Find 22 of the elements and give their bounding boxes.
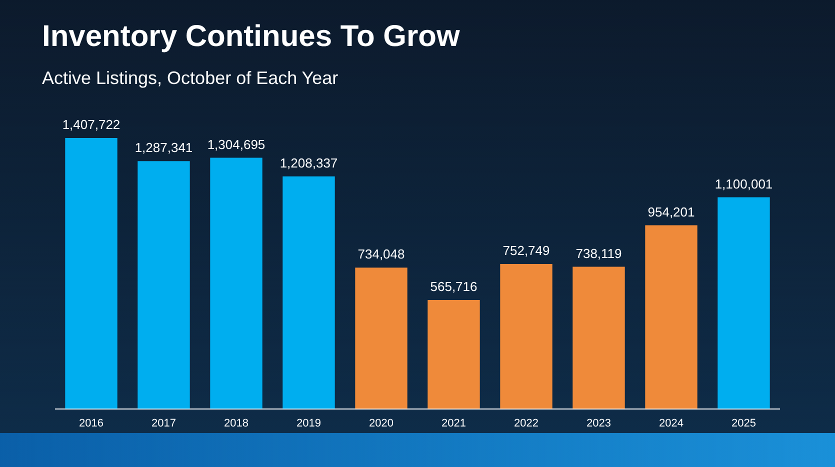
x-tick-label: 2018: [224, 417, 248, 430]
x-tick-label: 2019: [296, 417, 321, 430]
data-label: 752,749: [502, 243, 550, 258]
x-tick-label: 2024: [659, 417, 684, 430]
chart-subtitle: Active Listings, October of Each Year: [42, 68, 338, 89]
data-label: 1,407,722: [62, 117, 120, 132]
data-label: 1,304,695: [207, 136, 266, 152]
data-label: 1,100,001: [714, 176, 773, 192]
chart-title: Inventory Continues To Grow: [42, 20, 460, 54]
x-tick-label: 2017: [152, 417, 176, 430]
data-label: 734,048: [358, 246, 405, 262]
data-label: 1,287,341: [134, 140, 193, 156]
x-tick-label: 2022: [514, 417, 538, 430]
data-label: 954,201: [648, 204, 695, 220]
x-tick-label: 2016: [79, 417, 104, 430]
x-tick-label: 2023: [586, 417, 611, 430]
x-tick-label: 2020: [369, 417, 394, 430]
data-label: 738,119: [576, 246, 622, 261]
x-tick-label: 2025: [732, 417, 756, 430]
data-label: 1,208,337: [280, 155, 338, 170]
x-tick-label: 2021: [442, 417, 466, 430]
data-label: 565,716: [430, 279, 478, 294]
